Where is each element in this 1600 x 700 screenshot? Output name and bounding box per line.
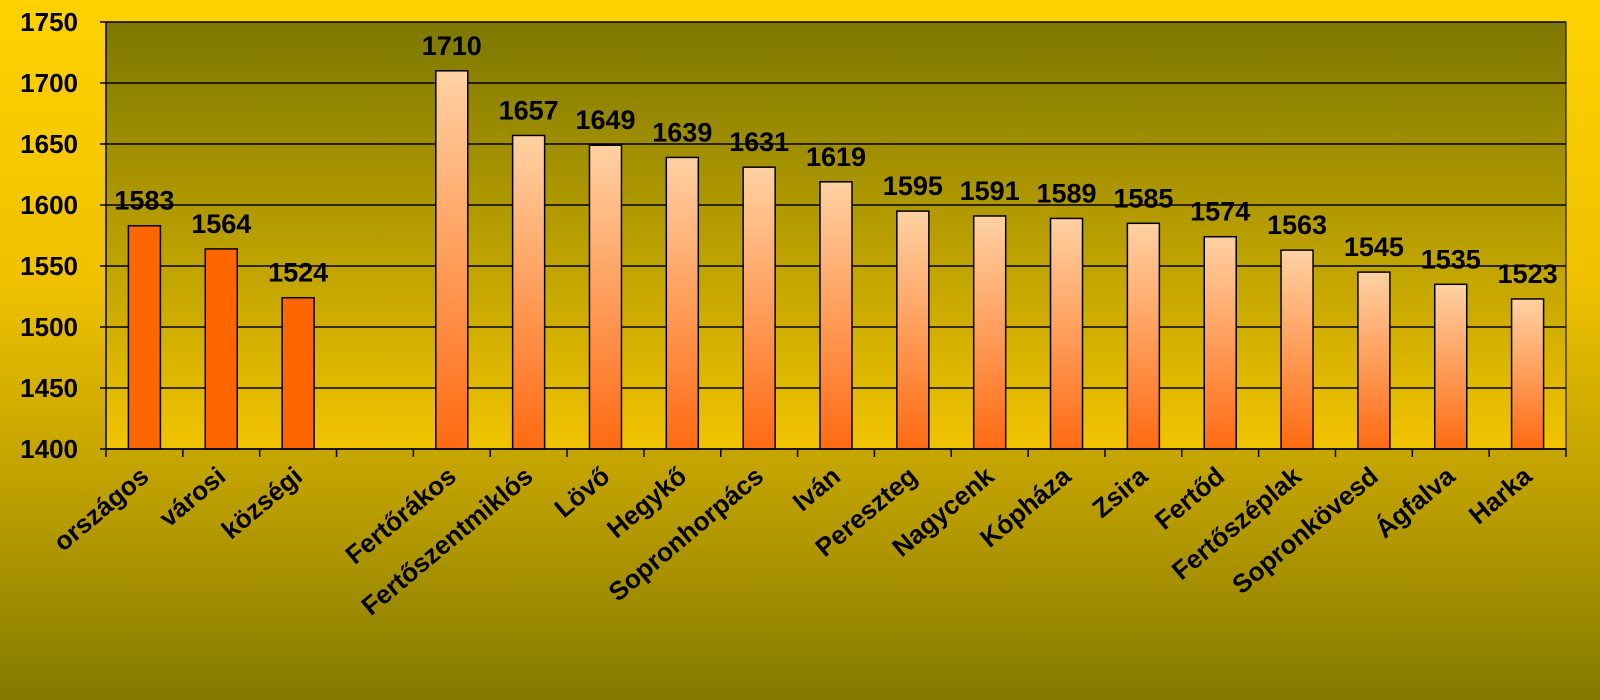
bar-Nagycenk (972, 215, 1007, 450)
x-tick-label: országos (48, 461, 155, 557)
bar-községi (281, 296, 315, 450)
bar-városi (204, 248, 239, 450)
data-label: 1589 (1036, 178, 1096, 208)
y-tick-label: 1600 (20, 190, 78, 220)
data-label: 1523 (1498, 259, 1558, 289)
bar-Hegykő (665, 156, 700, 450)
y-tick-label: 1550 (20, 251, 78, 281)
bar-Sopronhorpács (742, 166, 776, 450)
data-label: 1583 (114, 186, 174, 216)
data-label: 1563 (1267, 210, 1327, 240)
y-tick-label: 1700 (20, 68, 78, 98)
x-tick-label: Harka (1463, 460, 1538, 530)
data-label: 1564 (191, 209, 251, 239)
bar-Fertőd (1203, 235, 1237, 450)
bar-Sopronkövesd (1357, 271, 1391, 450)
bar-Kópháza (1049, 217, 1084, 450)
data-label: 1710 (422, 31, 482, 61)
data-labels: 1583 1564 1524 1710 1657 1649 1639 1631 1619 1595… (114, 31, 1557, 289)
bar-Fertőszéplak (1280, 249, 1314, 450)
bar-Harka (1510, 298, 1545, 450)
x-tick-label: Iván (787, 461, 846, 517)
x-tick-label: Ágfalva (1369, 460, 1461, 544)
y-tick-labels: 1400 1450 1500 1550 1600 1650 1700 1750 (20, 7, 78, 464)
bar-Zsira (1126, 222, 1161, 450)
bar-Lövő (588, 144, 623, 450)
y-tick-label: 1450 (20, 373, 78, 403)
y-tick-label: 1500 (20, 312, 78, 342)
data-label: 1657 (499, 95, 559, 125)
data-label: 1649 (575, 105, 635, 135)
data-label: 1591 (960, 176, 1020, 206)
bar-Fertőrákos (435, 70, 469, 450)
x-tick-label: Lövő (548, 461, 615, 524)
bar-Ágfalva (1433, 283, 1468, 450)
y-tick-label: 1650 (20, 129, 78, 159)
data-label: 1535 (1421, 244, 1481, 274)
data-label: 1639 (652, 117, 712, 147)
x-tick-label: községi (216, 461, 308, 545)
bar-Pereszteg (896, 210, 930, 450)
y-tick-label: 1400 (20, 434, 78, 464)
axes (100, 21, 1567, 457)
bar-Iván (819, 181, 853, 450)
data-label: 1524 (268, 258, 328, 288)
x-tick-label: Zsira (1086, 460, 1153, 523)
y-tick-label: 1750 (20, 7, 78, 37)
data-label: 1619 (806, 142, 866, 172)
data-label: 1595 (883, 171, 943, 201)
bar-Fertőszentmiklós (511, 134, 546, 450)
data-label: 1545 (1344, 232, 1404, 262)
data-label: 1585 (1113, 183, 1173, 213)
bar-országos (127, 224, 162, 450)
data-label: 1574 (1190, 197, 1250, 227)
data-label: 1631 (729, 127, 789, 157)
bars (127, 70, 1545, 450)
